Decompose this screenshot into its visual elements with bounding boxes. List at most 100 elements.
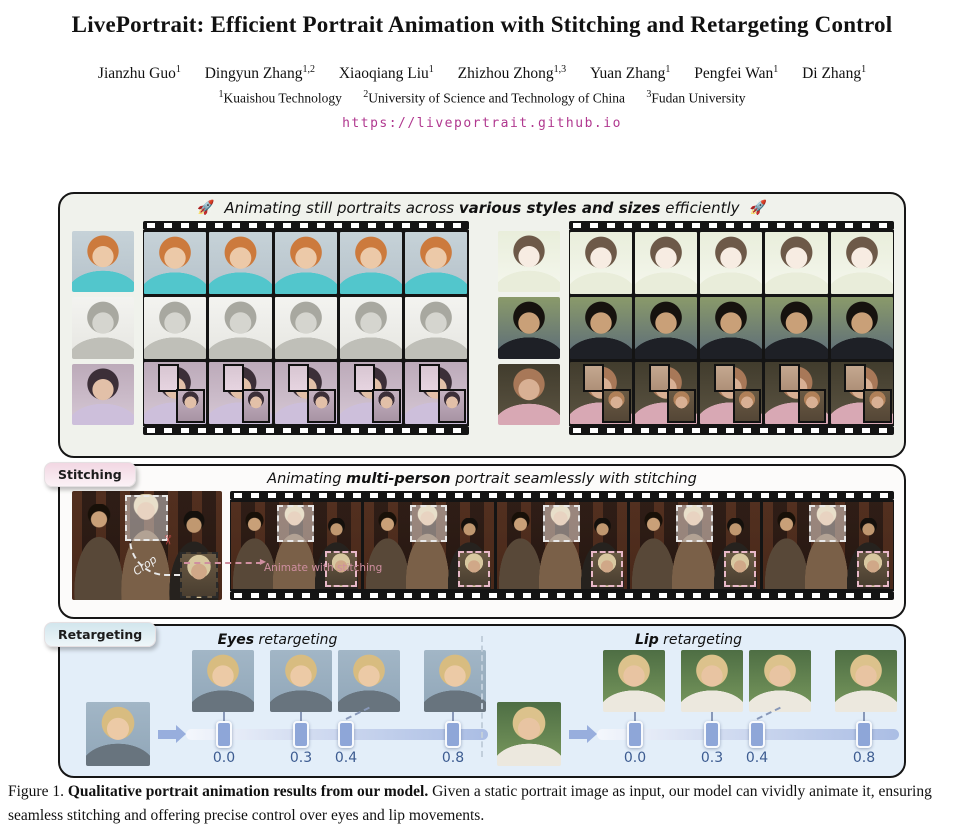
stitching-badge: Stitching bbox=[44, 462, 136, 487]
author: Pengfei Wan1 bbox=[694, 64, 779, 83]
lip-slider-handle[interactable] bbox=[627, 721, 643, 748]
slider-value: 0.0 bbox=[623, 750, 647, 766]
author: Xiaoqiang Liu1 bbox=[338, 64, 434, 83]
film-frame bbox=[765, 297, 828, 359]
film-frame bbox=[700, 297, 763, 359]
film-row bbox=[569, 232, 894, 294]
eyes-slider-track[interactable] bbox=[186, 729, 488, 740]
eyes-slider-handle[interactable] bbox=[293, 721, 309, 748]
slider-connector bbox=[863, 712, 865, 723]
zoom-inset-face bbox=[288, 364, 310, 392]
group-person-middle bbox=[537, 504, 585, 589]
affiliation: 3Fudan University bbox=[646, 89, 746, 106]
film-frame bbox=[274, 362, 337, 424]
slider-connector bbox=[452, 712, 454, 723]
film-frame bbox=[405, 362, 468, 424]
film-row bbox=[569, 297, 894, 359]
film-frame bbox=[569, 362, 632, 424]
slider-connector bbox=[223, 712, 225, 723]
project-url-link[interactable]: https://liveportrait.github.io bbox=[342, 115, 622, 131]
cropped-face-inset bbox=[180, 552, 218, 598]
lip-retargeting-section: Lip retargeting bbox=[481, 632, 899, 767]
face-crop-box bbox=[808, 505, 847, 542]
film-frame bbox=[634, 232, 698, 294]
film-frame bbox=[339, 232, 403, 294]
source-portraits-right bbox=[497, 221, 560, 435]
eyes-slider-handle[interactable] bbox=[445, 721, 461, 748]
film-frame bbox=[274, 297, 337, 359]
film-frame bbox=[830, 362, 893, 424]
eyes-source-image bbox=[86, 702, 150, 766]
group-person-middle bbox=[670, 504, 718, 589]
film-frame bbox=[830, 297, 893, 359]
film-sprocket bbox=[568, 221, 894, 230]
lip-slider-track[interactable] bbox=[597, 729, 899, 740]
lip-result-frame bbox=[603, 650, 665, 712]
face-crop-box bbox=[409, 505, 448, 542]
slider-value: 0.8 bbox=[852, 750, 876, 766]
zoom-inset-face bbox=[418, 364, 441, 392]
lip-slider-handle[interactable] bbox=[749, 721, 765, 748]
film-frame bbox=[405, 297, 468, 359]
zoom-inset-face bbox=[863, 389, 892, 423]
slider-value: 0.4 bbox=[334, 750, 358, 766]
slider-connector bbox=[300, 712, 302, 723]
eyes-slider-handle[interactable] bbox=[338, 721, 354, 748]
lip-result-frame bbox=[835, 650, 897, 712]
zoom-inset-face bbox=[844, 364, 866, 392]
film-frame bbox=[700, 232, 763, 294]
zoom-inset-face bbox=[176, 389, 206, 423]
panel-stitching-content: ✂ Crop Animate with stitching bbox=[60, 490, 904, 608]
film-frames bbox=[568, 230, 894, 426]
film-sprocket bbox=[568, 426, 894, 435]
slider-value: 0.0 bbox=[212, 750, 236, 766]
zoom-inset-face bbox=[157, 364, 179, 392]
film-frame bbox=[830, 232, 893, 294]
film-frame bbox=[274, 232, 337, 294]
film-frame bbox=[634, 297, 698, 359]
lip-retargeting-header: Lip retargeting bbox=[634, 632, 743, 648]
affiliation: 1Kuaishou Technology bbox=[218, 89, 342, 106]
group-person-middle bbox=[404, 504, 452, 589]
zoom-inset-face bbox=[797, 389, 827, 423]
lip-slider-handle[interactable] bbox=[856, 721, 872, 748]
lip-slider-handle[interactable] bbox=[704, 721, 720, 748]
panel-styles-content bbox=[60, 219, 904, 441]
group-person-middle bbox=[271, 504, 319, 589]
film-frame bbox=[634, 362, 698, 424]
film-frame bbox=[405, 232, 468, 294]
source-image-man-photo bbox=[497, 297, 560, 359]
page-title: LivePortrait: Efficient Portrait Animati… bbox=[71, 12, 893, 37]
author: Jianzhu Guo1 bbox=[97, 64, 181, 83]
panel-styles-sizes: 🚀 Animating still portraits across vario… bbox=[58, 192, 906, 458]
source-image-woman-pink bbox=[497, 363, 560, 425]
animated-face-inset bbox=[856, 550, 890, 588]
retargeting-badge: Retargeting bbox=[44, 622, 157, 647]
stitched-film-frame bbox=[364, 502, 494, 589]
group-person-left bbox=[497, 512, 544, 589]
source-image-anime-girl bbox=[497, 231, 560, 293]
film-frame bbox=[209, 232, 272, 294]
author-list: Jianzhu Guo1 Dingyun Zhang1,2 Xiaoqiang … bbox=[0, 64, 964, 83]
animated-face-inset bbox=[590, 550, 624, 588]
zoom-inset-face bbox=[601, 389, 631, 423]
author: Di Zhang1 bbox=[802, 64, 867, 83]
stitched-film-frame bbox=[497, 502, 627, 589]
affiliation-list: 1Kuaishou Technology 2University of Scie… bbox=[0, 89, 964, 107]
film-sprocket bbox=[230, 591, 894, 600]
lip-result-frame bbox=[749, 650, 811, 712]
arrow-right-icon bbox=[569, 725, 597, 743]
zoom-inset-face bbox=[353, 364, 375, 392]
eyes-slider-handle[interactable] bbox=[216, 721, 232, 748]
eyes-result-frame bbox=[192, 650, 254, 712]
slider-connector bbox=[711, 712, 713, 723]
animated-face-inset bbox=[457, 550, 491, 588]
slider-value: 0.3 bbox=[700, 750, 724, 766]
panel-stitching: Stitching Animating multi-person portrai… bbox=[44, 462, 906, 619]
source-image-child-painting bbox=[72, 231, 134, 293]
filmstrip-left bbox=[143, 221, 469, 435]
group-person-left bbox=[763, 512, 810, 589]
group-person-left bbox=[72, 504, 126, 600]
rocket-icon: 🚀 bbox=[196, 200, 215, 216]
stitched-film-frame bbox=[231, 502, 361, 589]
